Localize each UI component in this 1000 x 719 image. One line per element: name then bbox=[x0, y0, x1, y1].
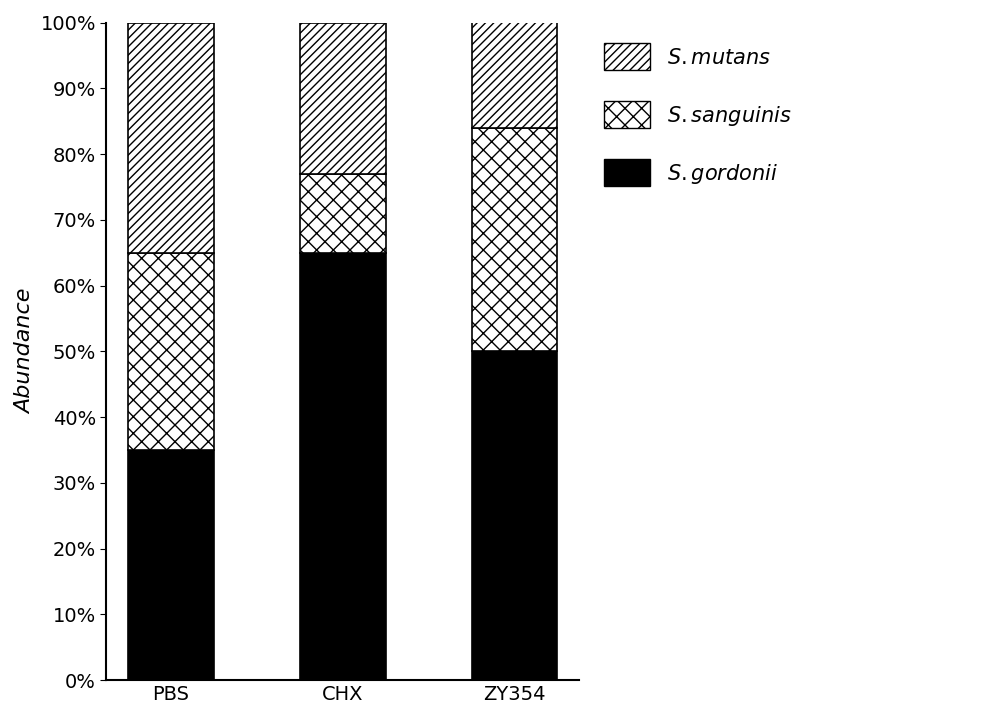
Bar bbox=[128, 252, 214, 450]
Bar bbox=[300, 252, 386, 680]
Bar bbox=[128, 450, 214, 680]
Bar bbox=[300, 22, 386, 174]
Bar bbox=[472, 22, 557, 128]
Bar bbox=[472, 352, 557, 680]
Bar bbox=[300, 174, 386, 252]
Bar bbox=[472, 128, 557, 352]
Bar bbox=[128, 22, 214, 252]
Legend: $\it{S.mutans}$, $\it{S.sanguinis}$, $\it{S.gordonii}$: $\it{S.mutans}$, $\it{S.sanguinis}$, $\i… bbox=[594, 33, 802, 196]
Y-axis label: Abundance: Abundance bbox=[15, 288, 35, 414]
